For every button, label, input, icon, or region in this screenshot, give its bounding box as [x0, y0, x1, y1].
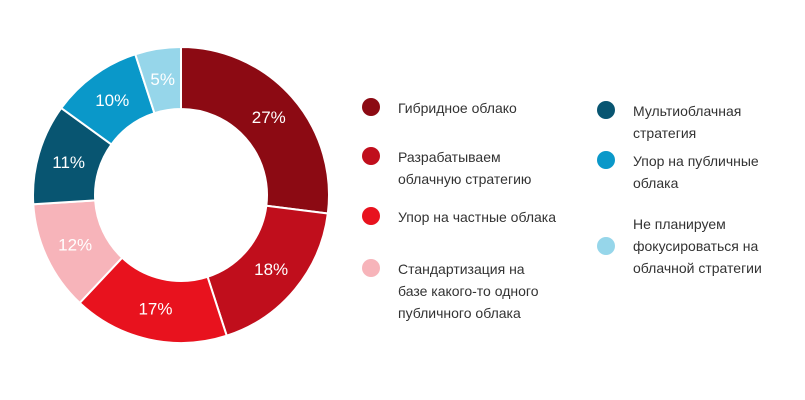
legend-swatch: [597, 237, 615, 255]
legend-item-public-clouds: Упор на публичные облака: [597, 150, 759, 194]
legend-swatch: [362, 147, 380, 165]
donut-slice: [134, 45, 182, 115]
slice-value-label: 12%: [58, 235, 92, 254]
donut-slice: [180, 45, 330, 215]
legend-item-private-clouds: Упор на частные облака: [362, 206, 556, 228]
legend-swatch: [362, 98, 380, 116]
legend-label: Упор на публичные облака: [633, 153, 759, 191]
legend-item-single-public-cloud: Стандартизация на базе какого-то одного …: [362, 258, 538, 324]
slice-value-label: 27%: [252, 108, 286, 127]
legend-label: Стандартизация на базе какого-то одного …: [398, 261, 539, 321]
legend-swatch: [597, 151, 615, 169]
legend-swatch: [597, 101, 615, 119]
slice-value-label: 11%: [52, 153, 85, 172]
slice-value-label: 10%: [95, 91, 129, 110]
donut-slices: [32, 45, 330, 344]
legend-label: Гибридное облако: [398, 100, 517, 116]
legend-item-developing-strategy: Разрабатываем облачную стратегию: [362, 146, 531, 190]
legend-swatch: [362, 207, 380, 225]
slice-value-label: 17%: [138, 300, 172, 319]
legend-item-hybrid-cloud: Гибридное облако: [362, 97, 517, 119]
legend-label: Разрабатываем облачную стратегию: [398, 149, 532, 187]
legend-item-multicloud: Мультиоблачная стратегия: [597, 100, 741, 144]
legend-swatch: [362, 259, 380, 277]
slice-value-label: 5%: [150, 70, 175, 89]
donut-value-labels: 27% 18% 17% 12% 11% 10% 5%: [52, 70, 288, 319]
legend-label: Упор на частные облака: [398, 209, 557, 225]
slice-value-label: 18%: [254, 260, 288, 279]
legend-label: Не планируем фокусироваться на облачной …: [633, 216, 762, 276]
legend-item-no-cloud-strategy: Не планируем фокусироваться на облачной …: [597, 213, 762, 279]
legend-label: Мультиоблачная стратегия: [633, 103, 742, 141]
